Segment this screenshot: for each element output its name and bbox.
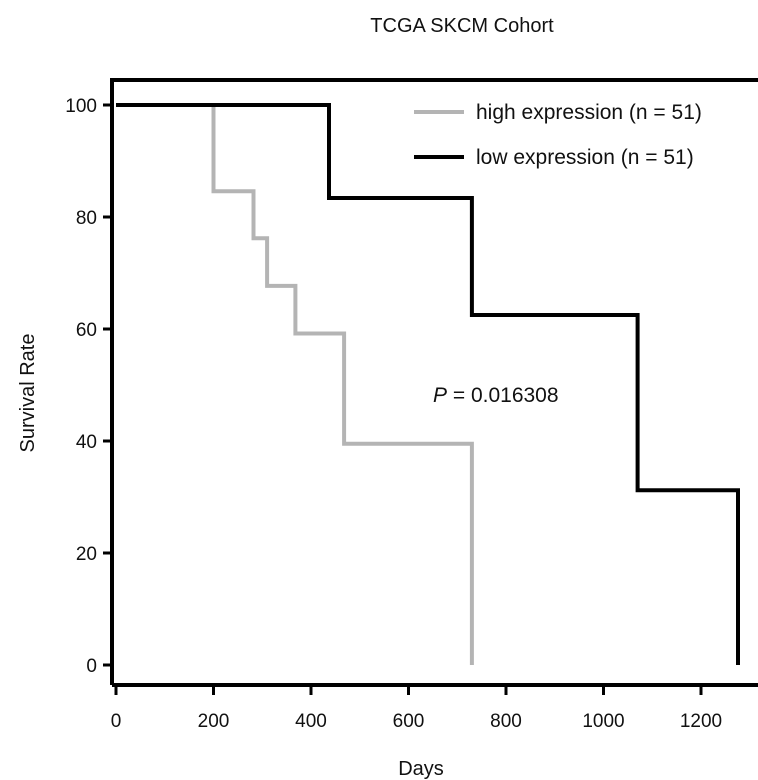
legend-label-low: low expression (n = 51) [476, 146, 694, 169]
x-tick-label: 800 [490, 711, 522, 732]
y-tick-label: 0 [86, 656, 97, 677]
legend: high expression (n = 51) low expression … [414, 101, 702, 169]
y-tick-label: 20 [76, 544, 97, 565]
p-value-symbol: P [433, 384, 447, 407]
survival-curve-high [116, 103, 474, 665]
x-tick-label: 400 [295, 711, 327, 732]
chart-title: TCGA SKCM Cohort [370, 15, 554, 37]
plot-area [110, 78, 758, 687]
y-tick-label: 60 [76, 320, 97, 341]
y-tick-label: 100 [65, 96, 97, 117]
x-tick-label: 1200 [680, 711, 722, 732]
x-tick-label: 1000 [582, 711, 624, 732]
p-value-annotation: P = 0.016308 [433, 384, 559, 407]
y-tick-label: 40 [76, 432, 97, 453]
y-tick-label: 80 [76, 208, 97, 229]
plot-frame [110, 78, 758, 685]
survival-curve-low [116, 103, 740, 665]
x-tick-label: 200 [198, 711, 230, 732]
x-tick-label: 0 [111, 711, 122, 732]
y-axis-title: Survival Rate [17, 334, 39, 453]
legend-label-high: high expression (n = 51) [476, 101, 702, 124]
p-value-text: = 0.016308 [447, 384, 559, 407]
x-axis-title: Days [398, 758, 444, 780]
x-tick-label: 600 [393, 711, 425, 732]
series-layer [116, 103, 740, 665]
tick-layer: 0 200 400 600 800 1000 1200 0 20 40 60 80 100 [65, 96, 722, 732]
